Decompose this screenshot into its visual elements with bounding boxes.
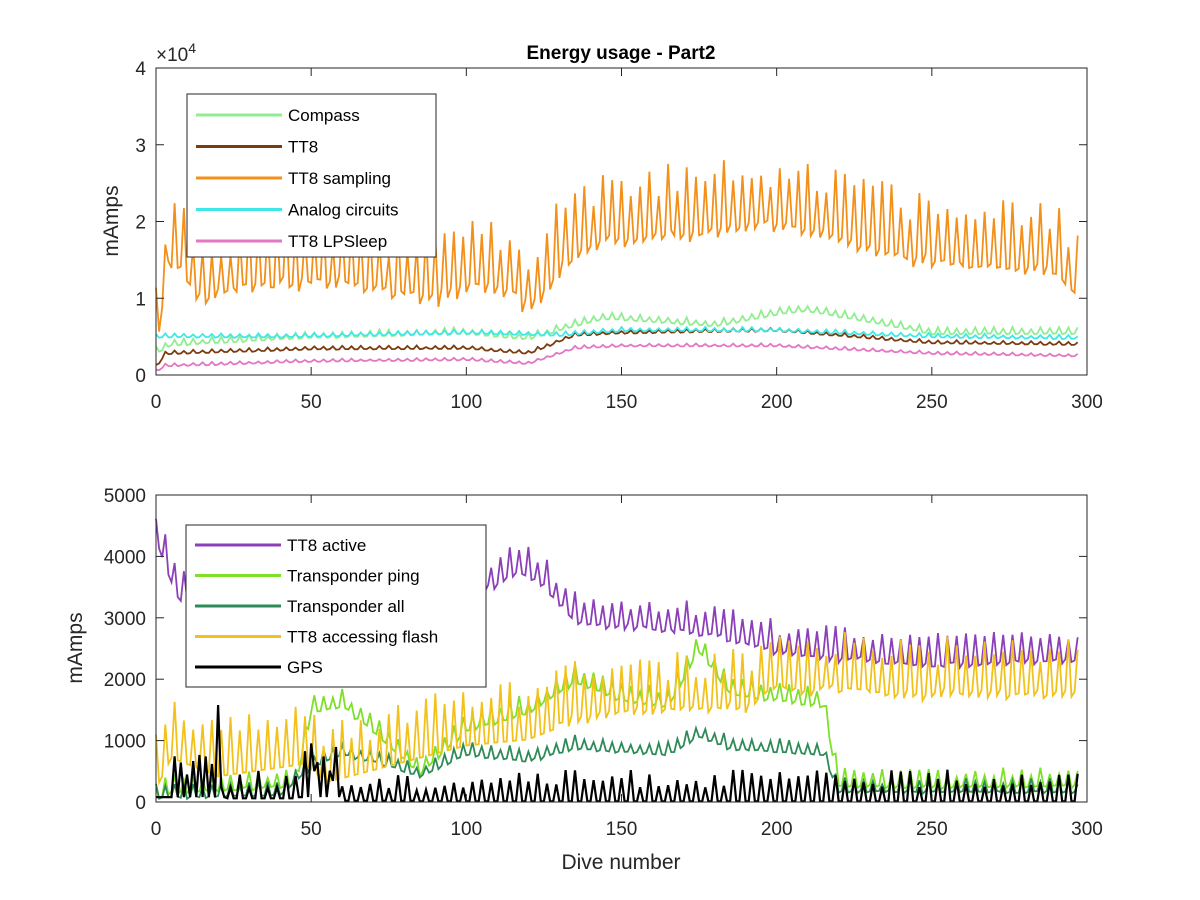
bottom-y-axis-label: mAmps xyxy=(64,612,87,683)
legend-label: Analog circuits xyxy=(288,201,399,220)
y-tick-label: 3000 xyxy=(104,609,146,630)
y-tick-label: 5000 xyxy=(104,486,146,507)
x-tick-label: 0 xyxy=(151,819,162,840)
x-tick-label: 0 xyxy=(151,392,162,413)
legend-label: TT8 accessing flash xyxy=(287,628,438,647)
legend-label: TT8 xyxy=(288,138,318,157)
legend-label: TT8 active xyxy=(287,536,366,555)
series-line-tt8-sampling xyxy=(155,160,1079,332)
bottom-legend: TT8 active Transponder ping Transponder al… xyxy=(185,524,487,688)
x-tick-label: 50 xyxy=(301,819,322,840)
top-x-ticks: 0 50 100 150 200 250 300 xyxy=(151,68,1103,413)
legend-label: Compass xyxy=(288,106,360,125)
series-line-tt8 xyxy=(155,326,1079,366)
x-tick-label: 100 xyxy=(450,392,482,413)
y-tick-label: 2 xyxy=(135,213,146,234)
x-tick-label: 100 xyxy=(450,819,482,840)
series-line-tt8-lpsleep xyxy=(155,342,1079,372)
top-y-axis-label: mAmps xyxy=(100,185,123,256)
y-tick-label: 0 xyxy=(135,366,146,387)
top-y-exponent: ×104 xyxy=(156,40,196,66)
x-tick-label: 250 xyxy=(916,392,948,413)
y-tick-label: 1000 xyxy=(104,732,146,753)
bottom-x-axis-label: Dive number xyxy=(561,851,680,874)
x-tick-label: 300 xyxy=(1071,392,1103,413)
top-chart-title: Energy usage - Part2 xyxy=(526,43,715,64)
y-tick-label: 0 xyxy=(135,793,146,814)
legend-label: TT8 sampling xyxy=(288,169,391,188)
y-tick-label: 2000 xyxy=(104,670,146,691)
bottom-axes: 0 50 100 150 200 250 300 0 1000 2000 3000 4000 5000… xyxy=(64,486,1103,874)
exponent-power: 4 xyxy=(188,40,196,56)
bottom-series-lines xyxy=(155,518,1079,803)
exponent-base: ×10 xyxy=(156,45,188,66)
top-axes: 0 50 100 150 200 250 300 0 1 2 3 4 Energy usage - … xyxy=(100,40,1103,413)
legend-label: Transponder all xyxy=(287,597,405,616)
y-tick-label: 1 xyxy=(135,289,146,310)
series-line-gps xyxy=(156,704,1079,803)
x-tick-label: 300 xyxy=(1071,819,1103,840)
x-tick-label: 250 xyxy=(916,819,948,840)
legend-label: Transponder ping xyxy=(287,567,420,586)
top-legend-box xyxy=(186,93,437,258)
bottom-x-ticks: 0 50 100 150 200 250 300 xyxy=(151,495,1103,840)
y-tick-label: 4 xyxy=(135,59,146,80)
x-tick-label: 150 xyxy=(606,819,638,840)
top-y-ticks: 0 1 2 3 4 xyxy=(135,59,1087,387)
top-legend: Compass TT8 TT8 sampling Analog circuits TT8… xyxy=(186,93,437,258)
x-tick-label: 50 xyxy=(301,392,322,413)
y-tick-label: 4000 xyxy=(104,547,146,568)
legend-label: TT8 LPSleep xyxy=(288,232,387,251)
series-line-analog-circuits xyxy=(155,325,1079,341)
legend-label: GPS xyxy=(287,658,323,677)
x-tick-label: 200 xyxy=(761,819,793,840)
series-line-transponder-ping xyxy=(155,639,1079,799)
x-tick-label: 150 xyxy=(606,392,638,413)
bottom-y-ticks: 0 1000 2000 3000 4000 5000 xyxy=(104,486,1087,814)
series-line-compass xyxy=(155,304,1079,353)
top-series-lines xyxy=(155,160,1079,372)
x-tick-label: 200 xyxy=(761,392,793,413)
y-tick-label: 3 xyxy=(135,136,146,157)
